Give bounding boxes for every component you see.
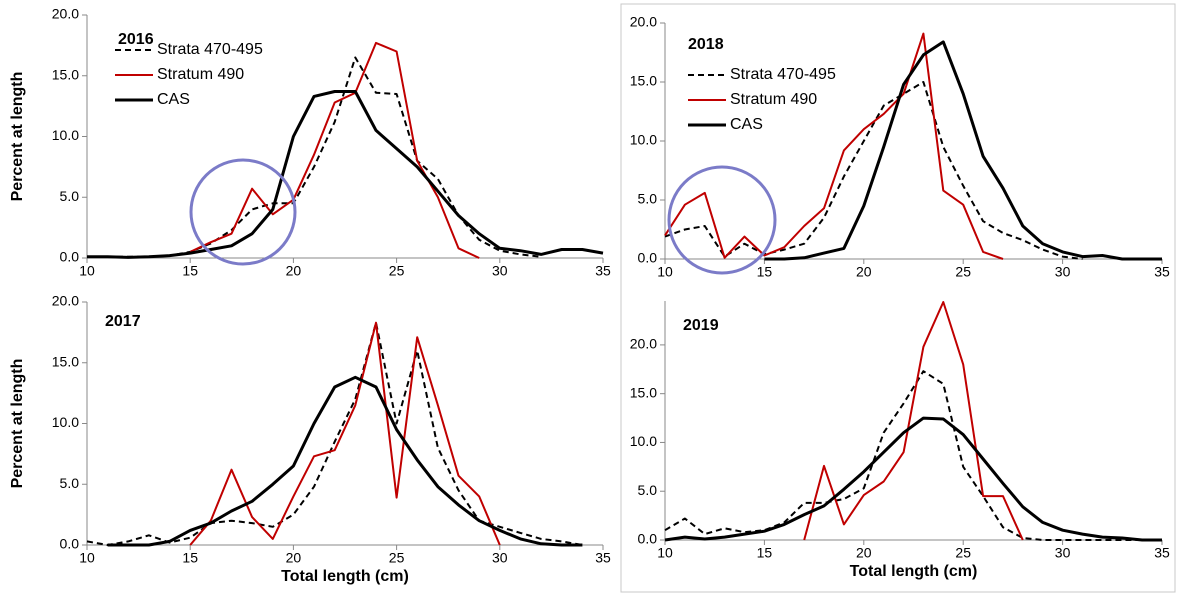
y-tick-label: 15.0 (630, 384, 657, 400)
y-tick-label: 20.0 (52, 293, 79, 309)
series-line (664, 416, 1162, 542)
legend-label: CAS (157, 91, 190, 108)
x-tick-label: 35 (595, 550, 611, 566)
x-tick-label: 30 (1055, 545, 1071, 561)
x-tick-label: 10 (79, 550, 95, 566)
y-tick-label: 10.0 (630, 433, 657, 449)
y-axis-label: Percent at length (9, 359, 26, 489)
series-line (764, 40, 1162, 261)
y-tick-label: 20.0 (630, 14, 657, 30)
y-tick-label: 5.0 (638, 482, 658, 498)
legend-label: CAS (730, 116, 763, 133)
x-tick-label: 10 (657, 545, 673, 561)
x-tick-label: 15 (182, 550, 198, 566)
x-tick-label: 25 (955, 545, 971, 561)
panel-title: 2016 (118, 31, 154, 48)
x-tick-label: 20 (856, 545, 872, 561)
x-tick-label: 25 (389, 263, 405, 279)
x-tick-label: 10 (79, 263, 95, 279)
y-tick-label: 10.0 (52, 414, 79, 430)
y-tick-label: 15.0 (52, 353, 79, 369)
y-axis-label: Percent at length (9, 72, 26, 202)
highlight-circle (667, 165, 777, 275)
series-line (107, 375, 583, 547)
x-tick-label: 15 (757, 264, 773, 280)
y-tick-label: 0.0 (638, 250, 658, 266)
series-line (189, 321, 501, 546)
x-tick-label: 25 (389, 550, 405, 566)
y-tick-label: 10.0 (630, 132, 657, 148)
y-tick-label: 5.0 (638, 191, 658, 207)
x-tick-label: 35 (595, 263, 611, 279)
y-tick-label: 5.0 (60, 188, 80, 204)
x-axis-label: Total length (cm) (850, 563, 978, 580)
y-tick-label: 0.0 (60, 536, 80, 552)
series-line (664, 32, 1004, 260)
series-line (664, 81, 1083, 260)
series-line (664, 370, 1162, 541)
legend-label: Stratum 490 (730, 91, 817, 108)
x-tick-label: 35 (1154, 545, 1170, 561)
x-tick-label: 30 (1055, 264, 1071, 280)
panel-title: 2017 (105, 313, 141, 330)
series-line (86, 321, 583, 546)
x-axis-label: Total length (cm) (281, 568, 409, 585)
y-tick-label: 20.0 (52, 6, 79, 22)
legend-label: Strata 470-495 (730, 66, 836, 83)
y-tick-label: 10.0 (52, 127, 79, 143)
x-tick-label: 35 (1154, 264, 1170, 280)
x-tick-label: 15 (182, 263, 198, 279)
highlight-circle (189, 158, 297, 266)
x-tick-label: 20 (286, 263, 302, 279)
y-tick-label: 0.0 (60, 249, 80, 265)
x-tick-label: 10 (657, 264, 673, 280)
x-tick-label: 25 (955, 264, 971, 280)
x-tick-label: 30 (492, 263, 508, 279)
x-tick-label: 15 (757, 545, 773, 561)
x-tick-label: 20 (286, 550, 302, 566)
y-tick-label: 5.0 (60, 475, 80, 491)
y-tick-label: 15.0 (630, 73, 657, 89)
series-line (87, 90, 604, 259)
legend-label: Stratum 490 (157, 66, 244, 83)
series-line (803, 301, 1024, 541)
x-tick-label: 20 (856, 264, 872, 280)
panel-frame (620, 3, 1176, 593)
panel-title: 2018 (688, 36, 724, 53)
y-tick-label: 20.0 (630, 336, 657, 352)
y-tick-label: 0.0 (638, 531, 658, 547)
x-tick-label: 30 (492, 550, 508, 566)
panel-title: 2019 (683, 317, 719, 334)
y-tick-label: 15.0 (52, 66, 79, 82)
legend-label: Strata 470-495 (157, 41, 263, 58)
